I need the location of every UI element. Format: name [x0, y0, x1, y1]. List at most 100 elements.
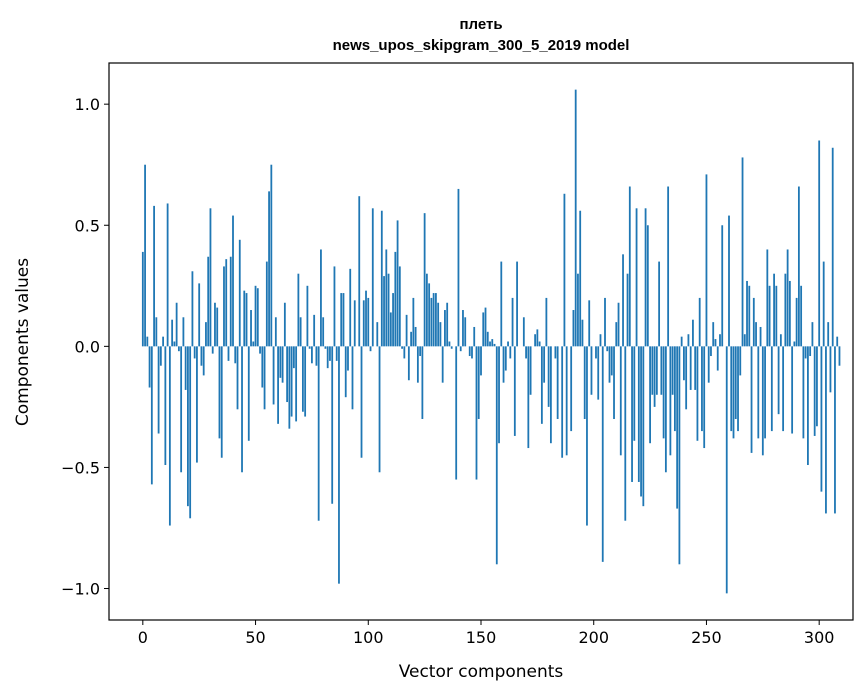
bar-149	[477, 346, 480, 419]
bar-94	[353, 300, 356, 347]
bar-37	[225, 259, 228, 347]
bar-247	[698, 297, 701, 347]
bar-302	[822, 261, 825, 347]
bar-273	[757, 346, 760, 439]
bar-243	[689, 346, 692, 390]
bar-16	[177, 346, 180, 352]
bar-84	[331, 346, 334, 504]
bar-4	[150, 346, 153, 485]
bar-50	[254, 285, 257, 347]
bar-278	[768, 285, 771, 347]
bar-280	[773, 273, 775, 347]
bar-188	[565, 346, 568, 456]
bar-0	[141, 251, 144, 347]
bar-195	[581, 319, 584, 347]
bar-281	[775, 285, 778, 347]
bar-157	[495, 346, 498, 565]
bar-69	[297, 273, 300, 347]
bar-8	[159, 346, 162, 366]
bar-288	[791, 346, 794, 434]
bar-225	[649, 346, 651, 444]
bar-54	[263, 346, 266, 410]
bar-79	[320, 249, 322, 347]
chart-title-model: news_upos_skipgram_300_5_2019 model	[333, 37, 630, 54]
bar-27	[202, 346, 205, 376]
bar-49	[252, 341, 255, 347]
bar-112	[394, 251, 397, 347]
bar-148	[475, 346, 478, 480]
bar-88	[340, 293, 343, 347]
bar-116	[403, 346, 406, 359]
bar-100	[367, 297, 370, 347]
bar-120	[412, 297, 415, 347]
bar-197	[586, 346, 588, 526]
bar-279	[770, 346, 773, 432]
bar-23	[193, 346, 196, 359]
bar-92	[349, 268, 352, 347]
bar-129	[432, 293, 435, 347]
bar-299	[816, 346, 818, 427]
bar-154	[489, 341, 491, 347]
bar-113	[396, 220, 399, 347]
x-tick-label: 0	[138, 628, 148, 647]
bar-110	[389, 312, 392, 347]
bar-275	[761, 346, 764, 456]
bar-208	[610, 346, 613, 376]
bar-101	[369, 346, 372, 352]
bar-194	[579, 210, 582, 347]
bar-190	[570, 346, 573, 432]
x-tick-label: 100	[353, 628, 384, 647]
bar-229	[658, 261, 661, 347]
bar-297	[811, 322, 814, 347]
bar-303	[825, 346, 827, 514]
bar-125	[423, 213, 426, 347]
bar-72	[304, 346, 307, 417]
bar-91	[347, 346, 349, 371]
bar-45	[243, 290, 246, 347]
bar-83	[329, 346, 331, 361]
bar-71	[301, 346, 304, 412]
bar-98	[362, 300, 365, 347]
bar-104	[376, 322, 379, 347]
bar-135	[446, 302, 449, 347]
y-tick-label: 0.5	[75, 216, 100, 235]
bar-41	[234, 346, 237, 364]
bar-306	[831, 147, 834, 347]
bar-192	[574, 89, 577, 347]
bar-271	[752, 297, 755, 347]
bar-63	[283, 302, 286, 347]
bar-147	[473, 326, 476, 347]
bar-242	[687, 334, 690, 347]
y-axis-ticks: −1.0 −0.5 0.0 0.5 1.0	[61, 95, 109, 599]
bar-121	[414, 326, 417, 347]
bar-156	[493, 343, 496, 347]
bar-169	[522, 317, 525, 347]
bar-159	[500, 261, 503, 347]
bar-87	[338, 346, 340, 584]
bar-272	[755, 322, 757, 347]
bar-130	[435, 293, 437, 347]
bar-151	[482, 312, 485, 347]
bar-123	[419, 346, 422, 357]
bar-114	[398, 266, 401, 347]
bar-202	[597, 346, 600, 400]
bar-219	[635, 208, 638, 347]
bar-74	[308, 346, 311, 349]
bar-304	[827, 322, 830, 347]
bar-155	[491, 339, 494, 347]
bar-289	[793, 341, 796, 347]
x-axis-label: Vector components	[399, 662, 564, 682]
bar-234	[669, 346, 672, 456]
bar-270	[750, 346, 753, 453]
bar-141	[459, 346, 462, 352]
bar-80	[322, 317, 325, 347]
bar-10	[164, 346, 167, 466]
bar-77	[315, 346, 318, 366]
bar-287	[788, 280, 791, 347]
y-axis-label: Components values	[13, 258, 33, 426]
bar-124	[421, 346, 424, 419]
bar-106	[380, 210, 383, 347]
bar-46	[245, 293, 248, 347]
bar-248	[701, 346, 703, 432]
bar-263	[734, 346, 737, 419]
